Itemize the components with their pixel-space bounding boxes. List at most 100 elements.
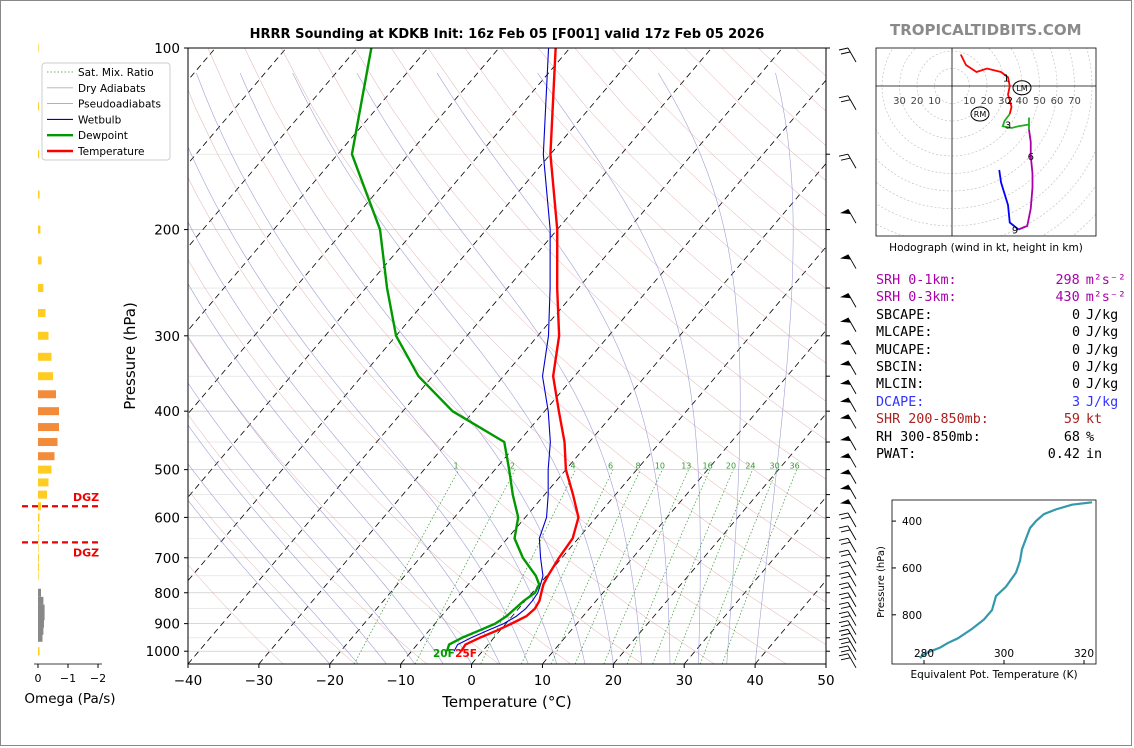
wind-barb-feather — [840, 565, 851, 568]
surface-temperature-label: 25F — [455, 648, 477, 660]
omega-bar — [38, 513, 40, 522]
wind-barb-feather — [838, 153, 849, 157]
wind-barb-staff — [847, 549, 857, 565]
hodo-marker-label: RM — [974, 110, 987, 119]
wind-barb-flag — [840, 293, 851, 299]
wind-barb-feather — [838, 582, 849, 586]
stat-label: PWAT: — [876, 447, 917, 463]
hodo-height-label: 6 — [1028, 152, 1034, 163]
omega-bar — [38, 633, 43, 642]
omega-bar — [38, 544, 39, 553]
mixing-ratio-line — [673, 469, 753, 664]
mixing-ratio-label: 6 — [608, 462, 613, 471]
hodo-height-label: 3 — [1005, 121, 1011, 132]
wind-barb-staff — [847, 637, 857, 653]
wind-barb-staff — [847, 620, 857, 635]
legend: Sat. Mix. Ratio Dry Adiabats Pseudoadiabat… — [41, 62, 171, 161]
omega-bar — [38, 502, 41, 511]
wind-barb-feather — [840, 553, 851, 557]
omega-bar — [38, 309, 46, 318]
theta-x-tick-label: 300 — [994, 648, 1014, 660]
dry-adiabat — [501, 48, 826, 364]
stat-label: MUCAPE: — [876, 342, 933, 358]
hodo-height-label: 1 — [1003, 73, 1009, 84]
omega-bar — [38, 604, 45, 613]
wind-barb-staff — [847, 47, 857, 63]
wind-barb-staff — [847, 561, 857, 576]
wind-barb-feather — [838, 571, 849, 575]
legend-box — [41, 62, 171, 161]
moist-adiabat — [188, 463, 359, 664]
hodo-frame — [875, 47, 1097, 237]
dry-adiabat — [188, 337, 499, 664]
omega-bar — [38, 256, 42, 265]
mixing-ratio-label: 2 — [510, 462, 515, 471]
stat-value: 59 — [1063, 412, 1080, 428]
theta-plot — [919, 501, 1093, 659]
wind-barb-feather — [840, 99, 851, 103]
hodo-segment-green — [1001, 113, 1030, 130]
hodo-segment-magenta — [1018, 129, 1034, 231]
wind-barb-staff — [847, 602, 857, 617]
y-tick-label: 900 — [154, 617, 180, 633]
omega-bar — [38, 562, 39, 571]
stat-unit: J/kg — [1086, 307, 1119, 323]
stat-unit: J/kg — [1086, 360, 1119, 376]
surface-dewpoint-label: 20F — [433, 648, 455, 660]
theta-y-tick-label: 600 — [902, 563, 922, 575]
wind-barb-feather — [838, 512, 849, 516]
stat-row: SHR 200-850mb: 59 kt — [876, 411, 1126, 428]
stat-row: DCAPE: 3 J/kg — [876, 394, 1126, 411]
omega-bar — [38, 372, 53, 381]
mixing-ratio-label: 16 — [703, 462, 713, 471]
stat-value: 0 — [1071, 360, 1080, 376]
x-tick-label: −30 — [245, 673, 274, 689]
wind-barb-flag — [840, 484, 851, 490]
x-tick-label: −20 — [316, 673, 345, 689]
theta-x-label: Equivalent Pot. Temperature (K) — [910, 669, 1077, 681]
wind-barb-flag — [840, 453, 851, 459]
mixing-ratio-line — [414, 469, 516, 664]
stat-unit: J/kg — [1086, 342, 1119, 358]
stat-unit: J/kg — [1086, 394, 1119, 410]
omega-bar — [38, 284, 44, 293]
moist-adiabat — [188, 221, 501, 664]
omega-bar — [38, 571, 39, 580]
moist-adiabat — [658, 72, 741, 664]
y-tick-label: 200 — [154, 223, 180, 239]
wetbulb-line — [453, 48, 551, 652]
wind-barb-flag — [840, 209, 851, 215]
wind-barb-feather — [840, 641, 851, 645]
y-tick-label: 600 — [154, 510, 180, 526]
wind-barb-flag — [840, 436, 851, 442]
dewpoint-line — [350, 48, 541, 652]
omega-bar — [38, 331, 49, 340]
wind-barb-feather — [840, 649, 851, 653]
wind-barb-feather — [838, 549, 849, 553]
isotherm — [258, 48, 783, 664]
moist-adiabat — [188, 335, 444, 664]
moist-adiabat — [188, 424, 387, 664]
stat-unit: kt — [1086, 412, 1103, 428]
dry-adiabat — [537, 48, 826, 326]
wind-barb-feather — [840, 51, 851, 55]
hodo-ring-label: 30 — [998, 96, 1011, 107]
hodo-ring-label: 20 — [981, 96, 994, 107]
hodo-height-label: 2 — [1007, 96, 1013, 107]
wind-barb-flag — [840, 360, 851, 366]
mixing-ratio-line — [574, 469, 663, 664]
dry-adiabat — [281, 48, 826, 603]
wind-barb-flag — [840, 379, 851, 385]
wind-barb-staff — [847, 653, 857, 669]
stat-row: SRH 0-3km: 430 m²s⁻² — [876, 289, 1126, 306]
x-tick-label: 30 — [676, 673, 693, 689]
dry-adiabat — [427, 48, 826, 441]
stat-value: 0 — [1071, 377, 1080, 393]
dry-adiabat — [188, 414, 428, 664]
wind-barb-feather — [838, 47, 849, 51]
wind-barb-feather — [840, 529, 851, 533]
stat-value: 430 — [1055, 290, 1080, 306]
hodo-ring-label: 30 — [893, 96, 906, 107]
omega-x-tick-label: 0 — [35, 672, 42, 685]
wind-barb-feather — [838, 628, 849, 632]
